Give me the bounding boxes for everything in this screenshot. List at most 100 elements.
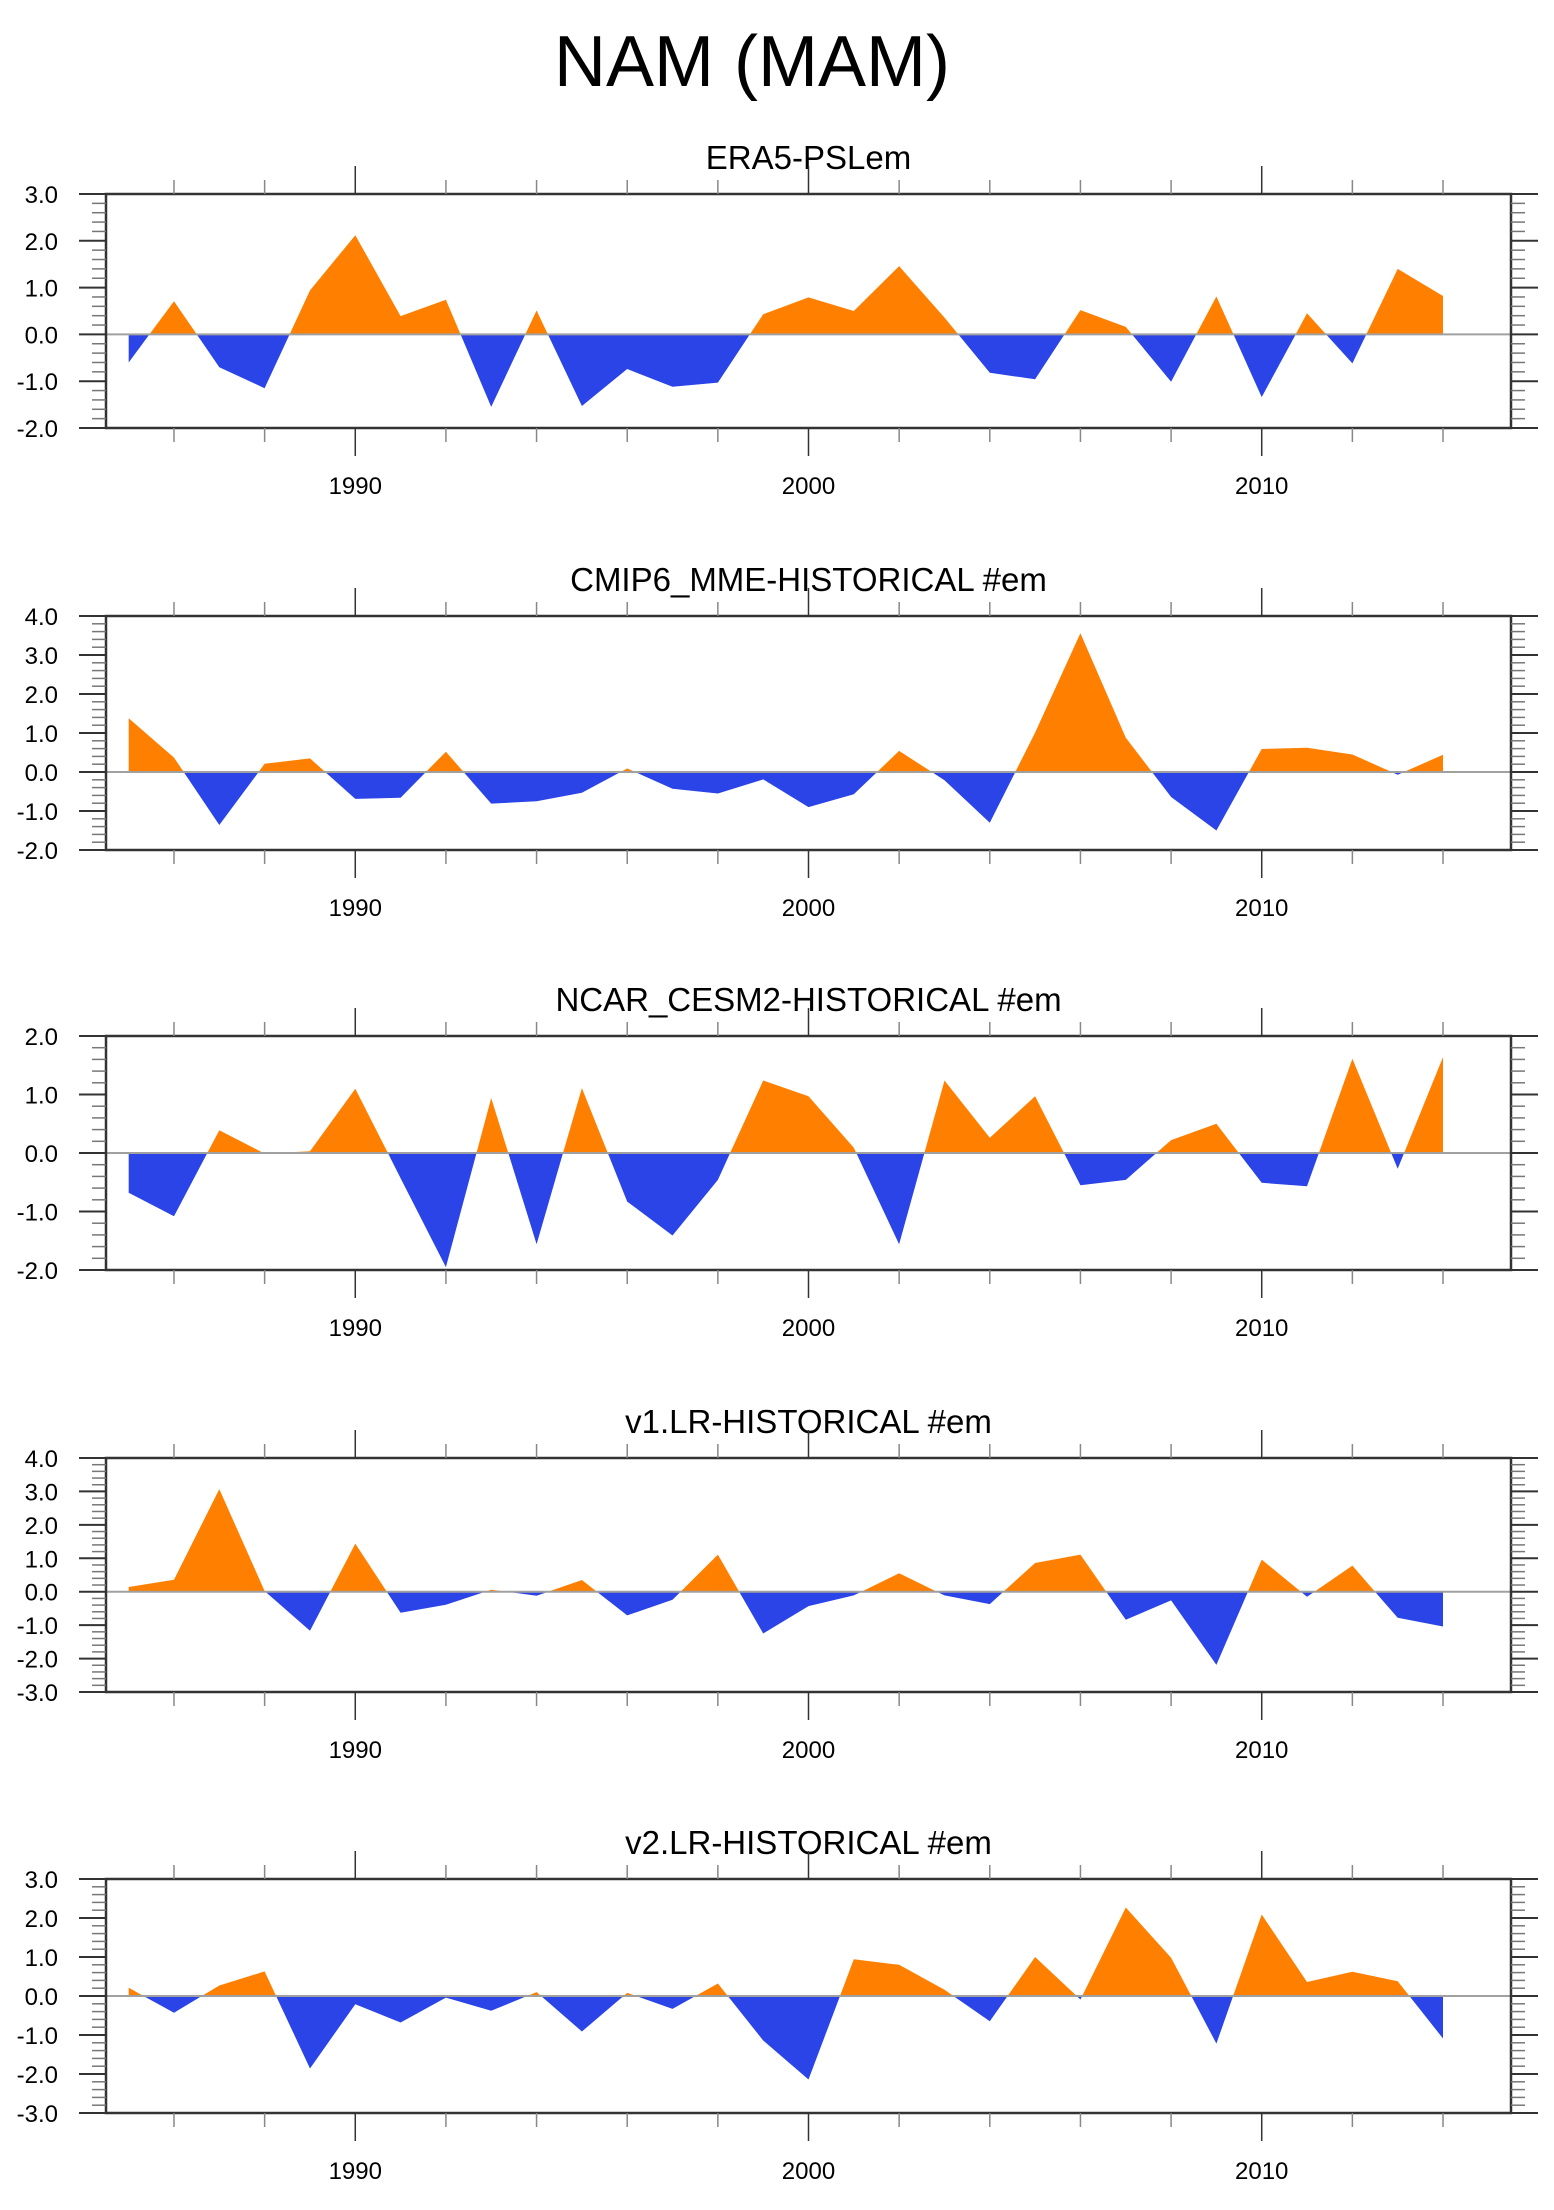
negative-area — [1064, 1153, 1157, 1186]
x-tick-label: 1990 — [329, 1315, 382, 1342]
x-tick-label: 1990 — [329, 895, 382, 922]
y-tick-label: -2.0 — [17, 2062, 58, 2089]
y-tick-label: 2.0 — [25, 229, 58, 256]
positive-area — [1082, 1907, 1192, 1996]
positive-area — [1295, 313, 1327, 335]
y-tick-label: -2.0 — [17, 416, 58, 443]
x-axis: 1990 2000 2010 — [173, 1430, 1444, 1764]
y-tick-label: -1.0 — [17, 1200, 58, 1227]
figure-title: NAM (MAM) — [554, 22, 950, 102]
negative-area — [1409, 1996, 1443, 2039]
y-tick-label: 0.0 — [25, 1141, 58, 1168]
positive-area — [877, 750, 932, 772]
positive-area — [1247, 1559, 1301, 1592]
positive-area — [1403, 754, 1443, 772]
x-tick-label: 2000 — [782, 895, 835, 922]
negative-area — [1132, 334, 1197, 382]
x-tick-label: 2000 — [782, 1737, 835, 1764]
positive-area — [730, 1080, 857, 1153]
positive-area — [1156, 1123, 1239, 1153]
negative-area — [739, 1591, 862, 1634]
negative-area — [128, 334, 150, 363]
negative-area — [1238, 1153, 1319, 1187]
negative-area — [856, 1153, 925, 1245]
negative-area — [463, 772, 621, 804]
positive-area — [525, 310, 548, 335]
negative-area — [143, 1996, 202, 2013]
negative-area — [1152, 772, 1249, 831]
positive-area — [1366, 268, 1443, 335]
negative-area — [1191, 1996, 1234, 2044]
y-axis: 4.0 3.0 2.0 1.0 0.0 -1.0 -2.0 -3.0 — [17, 1446, 1538, 1707]
negative-area — [953, 1996, 1008, 2022]
x-tick-label: 2000 — [782, 473, 835, 500]
y-tick-label: -2.0 — [17, 1258, 58, 1285]
positive-area — [1404, 1057, 1443, 1153]
positive-area — [207, 1130, 264, 1153]
negative-area — [547, 334, 750, 406]
y-axis: 3.0 2.0 1.0 0.0 -1.0 -2.0 -3.0 — [17, 1867, 1538, 2128]
negative-area — [387, 1153, 477, 1268]
positive-area — [924, 1080, 1064, 1153]
x-axis: 1990 2000 2010 — [173, 1851, 1444, 2185]
positive-area — [695, 1983, 728, 1996]
panel-2: CMIP6_MME-HISTORICAL #em4.03.02.01.00.0-… — [17, 561, 1538, 922]
negative-area — [635, 772, 878, 808]
y-tick-label: 2.0 — [25, 1024, 58, 1051]
positive-area — [276, 1088, 388, 1153]
y-tick-label: 1.0 — [25, 1083, 58, 1110]
positive-area — [1007, 1957, 1077, 1996]
negative-area — [636, 1996, 696, 2009]
x-tick-label: 1990 — [329, 2158, 382, 2185]
positive-area — [476, 1098, 509, 1153]
positive-area — [330, 1543, 387, 1592]
y-tick-label: 1.0 — [25, 276, 58, 303]
y-tick-label: 4.0 — [25, 604, 58, 631]
negative-area — [325, 772, 426, 799]
negative-area — [386, 1591, 486, 1613]
y-tick-label: -2.0 — [17, 1647, 58, 1674]
positive-area — [1314, 1565, 1375, 1592]
positive-area — [1064, 310, 1132, 335]
negative-area — [727, 1996, 840, 2080]
y-tick-label: 0.0 — [25, 1580, 58, 1607]
negative-area — [196, 334, 290, 389]
y-tick-label: 1.0 — [25, 1546, 58, 1573]
positive-area — [680, 1554, 740, 1592]
negative-area — [1375, 1591, 1443, 1627]
positive-area — [258, 758, 326, 772]
y-tick-label: 4.0 — [25, 1446, 58, 1473]
negative-area — [265, 1591, 331, 1631]
negative-area — [276, 1996, 528, 2069]
y-axis: 4.0 3.0 2.0 1.0 0.0 -1.0 -2.0 — [17, 604, 1538, 865]
positive-area — [128, 1489, 266, 1592]
y-tick-label: -3.0 — [17, 2101, 58, 2128]
y-tick-label: -1.0 — [17, 799, 58, 826]
negative-area — [1391, 1153, 1405, 1169]
x-axis: 1990 2000 2010 — [173, 588, 1444, 922]
positive-area — [128, 1987, 144, 1996]
positive-area — [425, 751, 464, 772]
x-tick-label: 1990 — [329, 1737, 382, 1764]
negative-area — [936, 1591, 1004, 1605]
negative-area — [460, 334, 526, 407]
negative-area — [596, 1591, 681, 1616]
negative-area — [607, 1153, 731, 1236]
negative-area — [1106, 1591, 1248, 1665]
y-tick-label: 1.0 — [25, 1945, 58, 1972]
y-tick-label: -2.0 — [17, 838, 58, 865]
y-tick-label: -1.0 — [17, 1613, 58, 1640]
y-tick-label: 2.0 — [25, 1906, 58, 1933]
y-tick-label: 3.0 — [25, 182, 58, 209]
plot-frame — [104, 614, 1513, 852]
y-tick-label: 3.0 — [25, 1867, 58, 1894]
x-tick-label: 2010 — [1235, 2158, 1288, 2185]
positive-area — [149, 301, 197, 335]
negative-area — [931, 772, 1016, 823]
x-axis: 1990 2000 2010 — [173, 166, 1444, 500]
positive-area — [201, 1971, 277, 1996]
positive-area — [861, 1573, 937, 1592]
y-tick-label: 1.0 — [25, 721, 58, 748]
